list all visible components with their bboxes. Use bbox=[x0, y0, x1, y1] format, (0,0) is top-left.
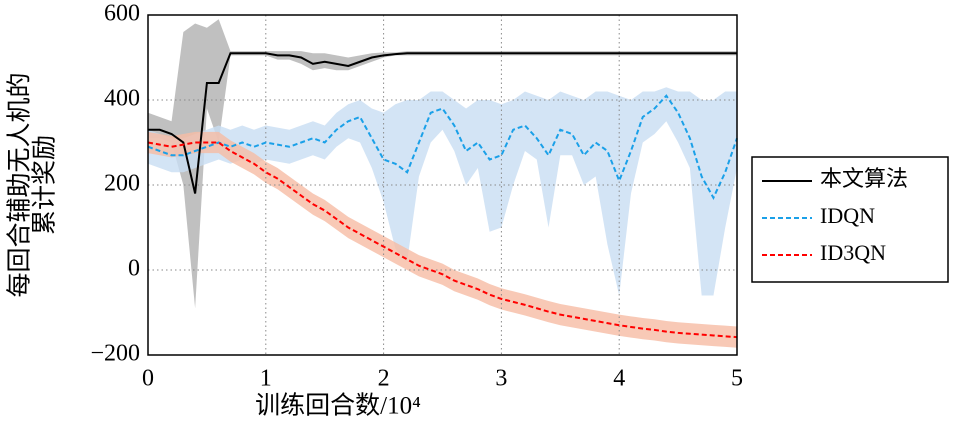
y-axis-label-line: 累计奖励 bbox=[31, 135, 59, 235]
y-tick-label: 600 bbox=[104, 1, 140, 27]
x-tick-label: 4 bbox=[613, 366, 625, 392]
band bbox=[148, 87, 737, 296]
series-line bbox=[148, 52, 737, 194]
x-tick-label: 5 bbox=[731, 366, 743, 392]
series-line bbox=[147, 141, 738, 339]
band bbox=[148, 131, 737, 348]
y-tick-label: 200 bbox=[104, 171, 140, 197]
legend-entries: 本文算法 IDQN ID3QN bbox=[762, 166, 908, 265]
band bbox=[148, 19, 737, 309]
legend-label: ID3QN bbox=[820, 240, 886, 265]
y-tick-label: 0 bbox=[128, 256, 140, 282]
grid bbox=[147, 14, 738, 356]
x-axis-label: 训练回合数/10⁴ bbox=[255, 392, 421, 420]
legend-label: 本文算法 bbox=[820, 166, 908, 191]
lines bbox=[147, 52, 738, 339]
y-tick-label: 400 bbox=[104, 86, 140, 112]
legend bbox=[751, 156, 949, 283]
y-axis-label: 每回合辅助无人机的 累计奖励 bbox=[6, 72, 59, 297]
x-tick-label: 3 bbox=[495, 366, 507, 392]
x-tick-label: 2 bbox=[378, 366, 390, 392]
legend-label: IDQN bbox=[820, 203, 875, 228]
x-tick-label: 1 bbox=[260, 366, 272, 392]
bands bbox=[148, 19, 737, 348]
x-tick-label: 0 bbox=[142, 366, 154, 392]
y-tick-label: −200 bbox=[90, 341, 140, 367]
plot-frame bbox=[147, 14, 738, 356]
y-axis-label-line: 每回合辅助无人机的 bbox=[6, 72, 34, 297]
